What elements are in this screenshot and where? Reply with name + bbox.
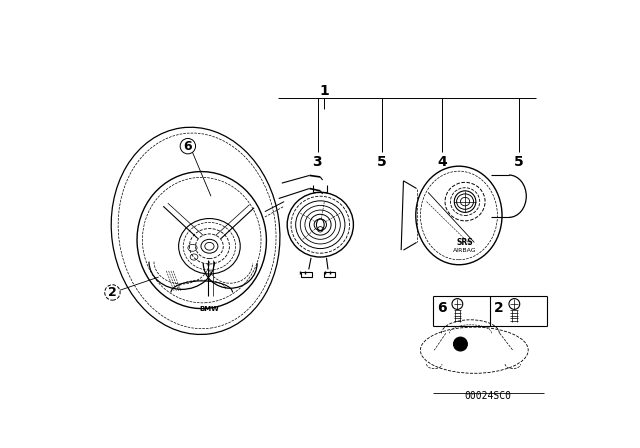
Text: AIRBAG: AIRBAG: [453, 248, 477, 253]
Text: 4: 4: [437, 155, 447, 168]
Text: 5: 5: [377, 155, 387, 168]
Circle shape: [454, 337, 467, 351]
Text: 6: 6: [184, 140, 192, 153]
Text: BMW: BMW: [200, 306, 220, 312]
Text: 2: 2: [108, 286, 116, 299]
Text: 1: 1: [319, 84, 329, 98]
Text: 3: 3: [312, 155, 321, 168]
Text: 00024SC0: 00024SC0: [465, 391, 511, 401]
FancyBboxPatch shape: [301, 271, 312, 277]
Text: 5: 5: [514, 155, 524, 168]
Text: SRS: SRS: [457, 238, 474, 247]
Text: 2: 2: [494, 301, 504, 315]
FancyBboxPatch shape: [324, 271, 335, 277]
Text: 6: 6: [437, 301, 447, 315]
